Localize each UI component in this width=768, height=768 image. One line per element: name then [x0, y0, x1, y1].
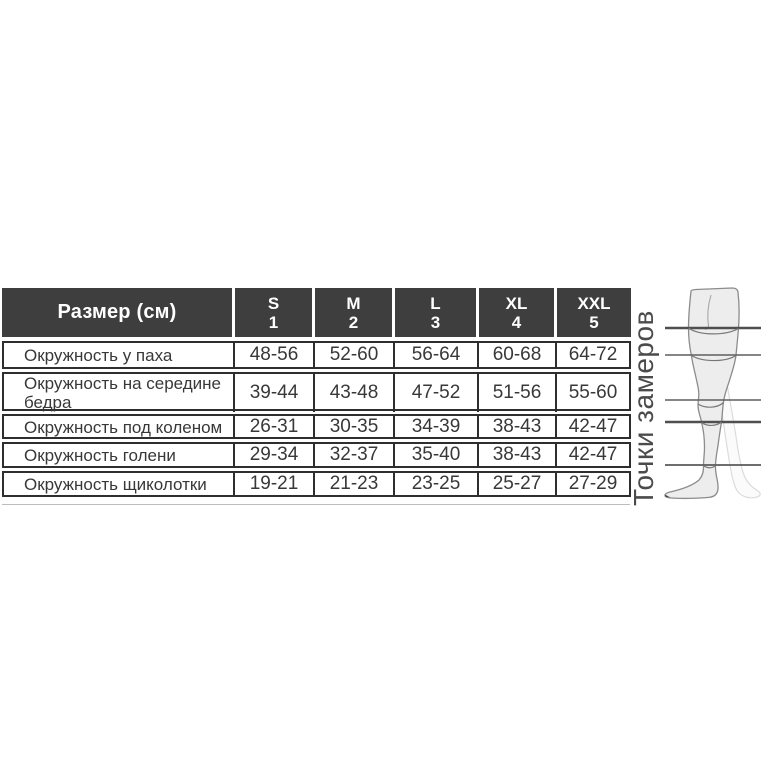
cell-value: 38-43 — [479, 416, 557, 438]
cell-value: 26-31 — [235, 416, 315, 438]
cell-value: 51-56 — [479, 374, 557, 412]
cell-value: 38-43 — [479, 444, 557, 466]
col-size-letter: L — [430, 293, 441, 313]
mid-thigh-arc — [691, 354, 737, 362]
cell-value: 52-60 — [315, 343, 395, 367]
col-size-number: 2 — [348, 312, 359, 332]
col-size-number: 3 — [430, 312, 441, 332]
col-size-number: 4 — [511, 312, 522, 332]
col-size-letter: XL — [505, 293, 528, 313]
header-size-label: Размер (см) — [2, 288, 235, 337]
calf-arc — [701, 421, 722, 427]
row-label: Окружность голени — [4, 444, 235, 466]
cell-value: 47-52 — [395, 374, 479, 412]
cell-value: 23-25 — [395, 473, 479, 495]
toe-tip — [665, 494, 671, 498]
cell-value: 60-68 — [479, 343, 557, 367]
groin-arc — [688, 327, 739, 335]
cell-value: 39-44 — [235, 374, 315, 412]
header-col-xxl: XXL 5 — [557, 288, 631, 337]
table-row-ankle: Окружность щиколотки 19-21 21-23 23-25 2… — [2, 471, 631, 497]
cell-value: 48-56 — [235, 343, 315, 367]
cell-value: 64-72 — [568, 344, 618, 365]
cell-value: 55-60 — [568, 382, 618, 403]
row-label: Окружность у паха — [4, 343, 235, 367]
cell-value: 30-35 — [315, 416, 395, 438]
cell-value: 21-23 — [315, 473, 395, 495]
size-table: Размер (см) S 1 M 2 L 3 XL 4 XXL 5 — [2, 288, 631, 497]
cell-value: 32-37 — [315, 444, 395, 466]
cell-value: 56-64 — [395, 343, 479, 367]
row-label: Окружность под коленом — [4, 416, 235, 438]
cell-value: 25-27 — [479, 473, 557, 495]
knee-arc — [697, 402, 724, 408]
header-col-s: S 1 — [235, 288, 315, 337]
col-size-letter: XXL — [577, 293, 611, 313]
size-label-text: Размер (см) — [57, 301, 177, 323]
table-row-groin: Окружность у паха 48-56 52-60 56-64 60-6… — [2, 341, 631, 369]
header-col-xl: XL 4 — [479, 288, 557, 337]
cell-value: 35-40 — [395, 444, 479, 466]
cell-value: 29-34 — [235, 444, 315, 466]
table-row-below-knee: Окружность под коленом 26-31 30-35 34-39… — [2, 414, 631, 439]
col-size-number: 5 — [589, 312, 599, 332]
ankle-arc — [703, 465, 716, 469]
header-col-m: M 2 — [315, 288, 395, 337]
row-label: Окружность щиколотки — [4, 473, 235, 495]
col-size-number: 1 — [268, 312, 279, 332]
table-bottom-shadow-line — [2, 504, 630, 505]
table-header-row: Размер (см) S 1 M 2 L 3 XL 4 XXL 5 — [2, 288, 631, 337]
cell-value: 42-47 — [568, 444, 618, 465]
leg-diagram — [664, 287, 761, 500]
cell-value: 34-39 — [395, 416, 479, 438]
cell-value: 19-21 — [235, 473, 315, 495]
cell-value: 43-48 — [315, 374, 395, 412]
header-col-l: L 3 — [395, 288, 479, 337]
leg-back-silhouette — [716, 372, 761, 499]
table-row-calf: Окружность голени 29-34 32-37 35-40 38-4… — [2, 442, 631, 468]
col-size-letter: S — [267, 293, 280, 313]
row-label: Окружность на середине бедра — [4, 374, 235, 412]
cell-value: 27-29 — [568, 473, 618, 494]
col-size-letter: M — [346, 293, 361, 313]
table-row-mid-thigh: Окружность на середине бедра 39-44 43-48… — [2, 372, 631, 412]
cell-value: 42-47 — [568, 416, 618, 437]
